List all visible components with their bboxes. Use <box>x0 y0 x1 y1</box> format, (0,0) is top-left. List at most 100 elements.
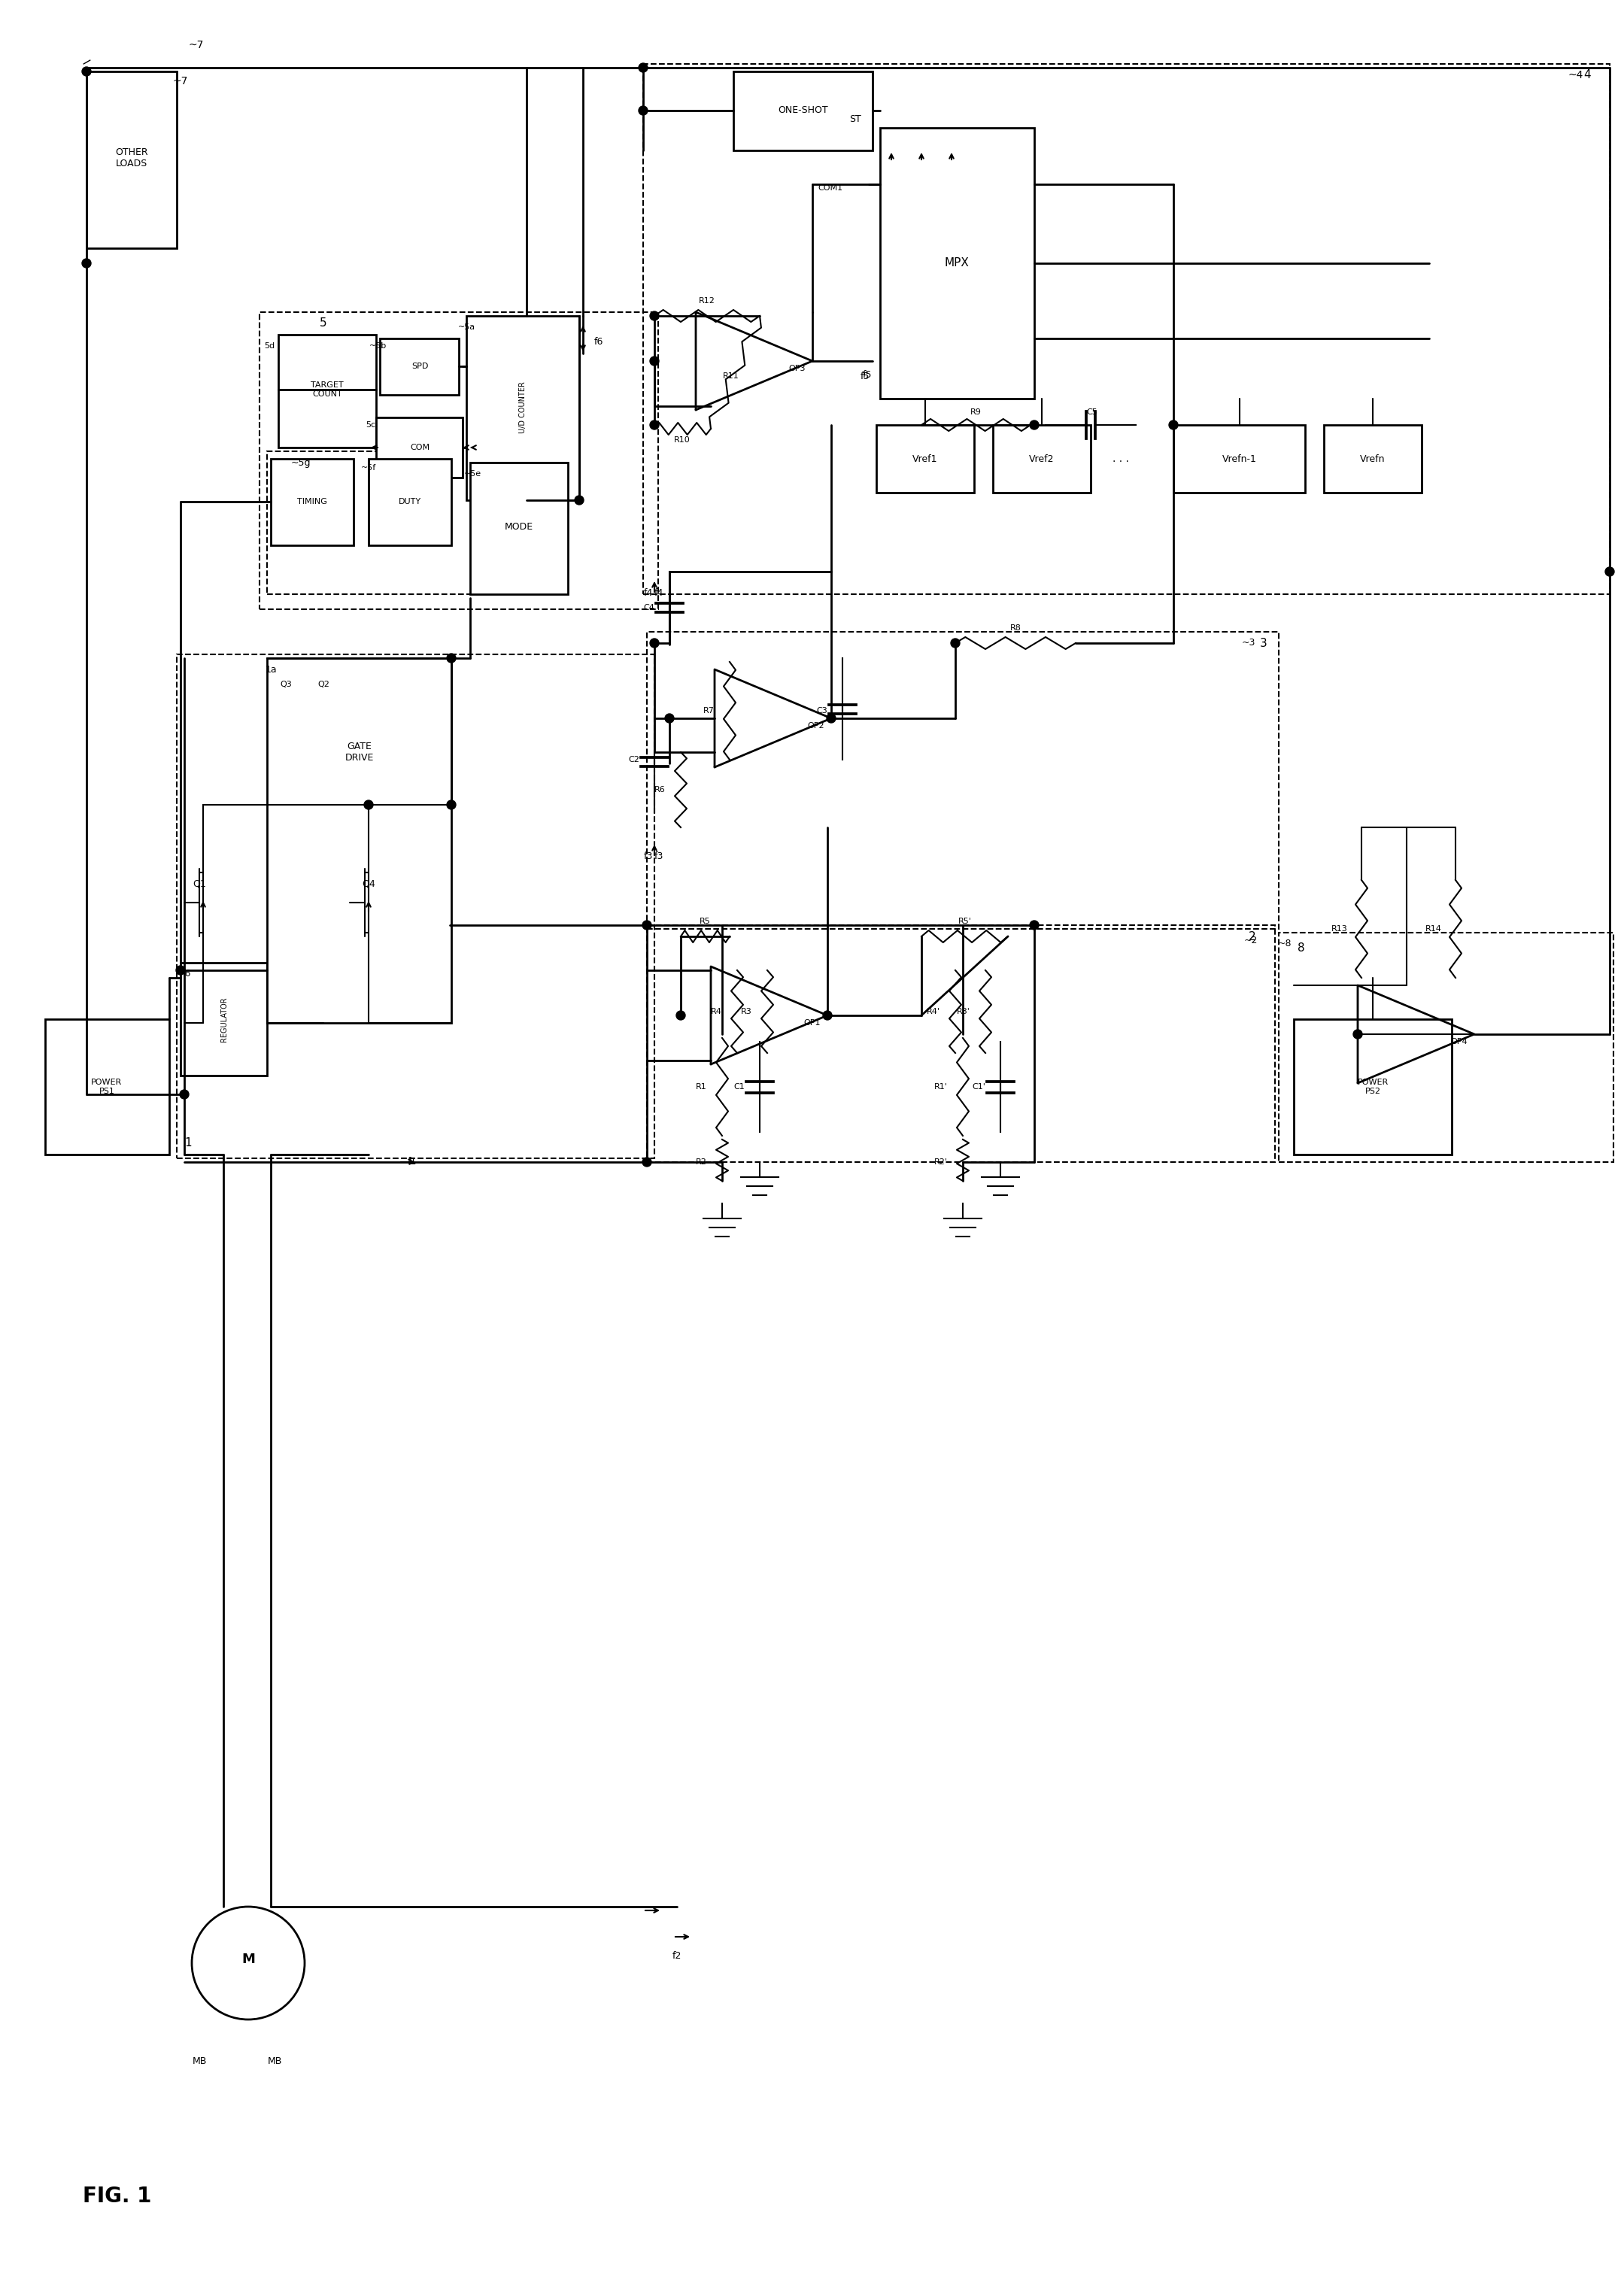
Text: R4': R4' <box>927 1009 940 1015</box>
Text: 4: 4 <box>1583 68 1592 80</box>
Bar <box>271 459 354 545</box>
Bar <box>880 128 1034 399</box>
Circle shape <box>650 356 659 365</box>
Text: Vrefn-1: Vrefn-1 <box>1223 454 1257 463</box>
Circle shape <box>1353 1029 1363 1038</box>
Circle shape <box>950 639 960 648</box>
Text: C3: C3 <box>817 707 827 714</box>
Text: ~8: ~8 <box>1278 940 1291 949</box>
Text: Vref1: Vref1 <box>913 454 937 463</box>
Bar <box>1174 424 1306 493</box>
Text: MB: MB <box>268 2056 283 2065</box>
Text: POWER
PS1: POWER PS1 <box>91 1079 122 1095</box>
Circle shape <box>180 1091 188 1100</box>
Text: C4: C4 <box>643 605 654 612</box>
Text: Q3: Q3 <box>279 680 292 689</box>
Text: R5: R5 <box>700 917 710 924</box>
Text: 5d: 5d <box>265 342 274 349</box>
Text: f6: f6 <box>594 338 604 347</box>
Text: R8: R8 <box>1010 625 1021 632</box>
Text: GATE
DRIVE: GATE DRIVE <box>346 742 374 762</box>
Circle shape <box>1030 920 1039 929</box>
Text: 2: 2 <box>1249 931 1255 942</box>
Text: SPD: SPD <box>411 363 429 370</box>
Text: f2: f2 <box>672 1951 682 1960</box>
Text: R11: R11 <box>723 372 739 379</box>
Circle shape <box>643 1157 651 1166</box>
Circle shape <box>447 801 456 810</box>
Bar <box>180 963 266 1075</box>
Text: 5: 5 <box>320 317 326 329</box>
Text: R2: R2 <box>695 1159 706 1166</box>
Circle shape <box>650 310 659 319</box>
Circle shape <box>664 714 674 723</box>
Circle shape <box>447 653 456 662</box>
Text: ST: ST <box>849 114 861 123</box>
Bar <box>646 632 1278 929</box>
Text: C2: C2 <box>628 755 640 764</box>
Circle shape <box>364 801 374 810</box>
Bar <box>86 71 177 249</box>
Text: OP4: OP4 <box>1450 1038 1468 1045</box>
Text: ~5f: ~5f <box>361 463 377 472</box>
Bar <box>1278 933 1614 1162</box>
Text: REGULATOR: REGULATOR <box>221 997 227 1041</box>
Text: R10: R10 <box>674 436 690 443</box>
Circle shape <box>650 639 659 648</box>
Bar <box>643 64 1609 593</box>
Text: ~7: ~7 <box>172 75 188 87</box>
Bar <box>369 459 451 545</box>
Text: R1: R1 <box>697 1084 706 1091</box>
Text: 5c: 5c <box>365 422 375 429</box>
Text: OP1: OP1 <box>804 1020 820 1027</box>
Text: 3: 3 <box>1260 637 1267 648</box>
Bar <box>380 338 460 395</box>
Text: R5': R5' <box>958 917 971 924</box>
Circle shape <box>676 1011 685 1020</box>
Text: f3: f3 <box>643 851 653 860</box>
Text: POWER
PS2: POWER PS2 <box>1358 1079 1389 1095</box>
Text: 1: 1 <box>185 1139 192 1148</box>
Bar <box>278 335 377 447</box>
Text: f5: f5 <box>862 370 872 379</box>
Circle shape <box>638 105 648 114</box>
Text: ~6: ~6 <box>177 970 192 979</box>
Text: f4: f4 <box>643 589 653 598</box>
Text: R6: R6 <box>654 785 666 794</box>
Circle shape <box>175 965 185 974</box>
Bar <box>1324 424 1421 493</box>
Text: C1': C1' <box>971 1084 986 1091</box>
Text: MB: MB <box>192 2056 206 2065</box>
Text: R2': R2' <box>934 1159 948 1166</box>
Text: ONE-SHOT: ONE-SHOT <box>778 105 828 116</box>
Text: Vrefn: Vrefn <box>1361 454 1385 463</box>
Text: DUTY: DUTY <box>398 497 421 504</box>
Text: OP3: OP3 <box>789 365 806 372</box>
Text: Q1: Q1 <box>193 879 206 888</box>
Text: FIG. 1: FIG. 1 <box>83 2186 151 2207</box>
Bar <box>646 924 1275 1162</box>
Text: OTHER
LOADS: OTHER LOADS <box>115 148 148 169</box>
Circle shape <box>81 258 91 267</box>
Text: ~5a: ~5a <box>458 324 476 331</box>
Text: R14: R14 <box>1426 924 1442 933</box>
Bar <box>1294 1020 1452 1155</box>
Text: MODE: MODE <box>505 523 533 532</box>
Text: . . .: . . . <box>1112 454 1129 463</box>
Circle shape <box>643 920 651 929</box>
Text: C1: C1 <box>734 1084 745 1091</box>
Text: R7: R7 <box>703 707 715 714</box>
Circle shape <box>192 1908 305 2020</box>
Text: ~3: ~3 <box>1242 639 1255 648</box>
Text: 1a: 1a <box>265 664 276 673</box>
Bar <box>992 424 1091 493</box>
Text: TIMING: TIMING <box>297 497 326 504</box>
Circle shape <box>638 64 648 73</box>
Bar <box>469 463 568 593</box>
Text: R9: R9 <box>970 408 981 415</box>
Text: R3: R3 <box>741 1009 752 1015</box>
Circle shape <box>650 420 659 429</box>
Text: ~2: ~2 <box>1244 936 1259 945</box>
Bar <box>466 315 580 500</box>
Circle shape <box>1030 420 1039 429</box>
